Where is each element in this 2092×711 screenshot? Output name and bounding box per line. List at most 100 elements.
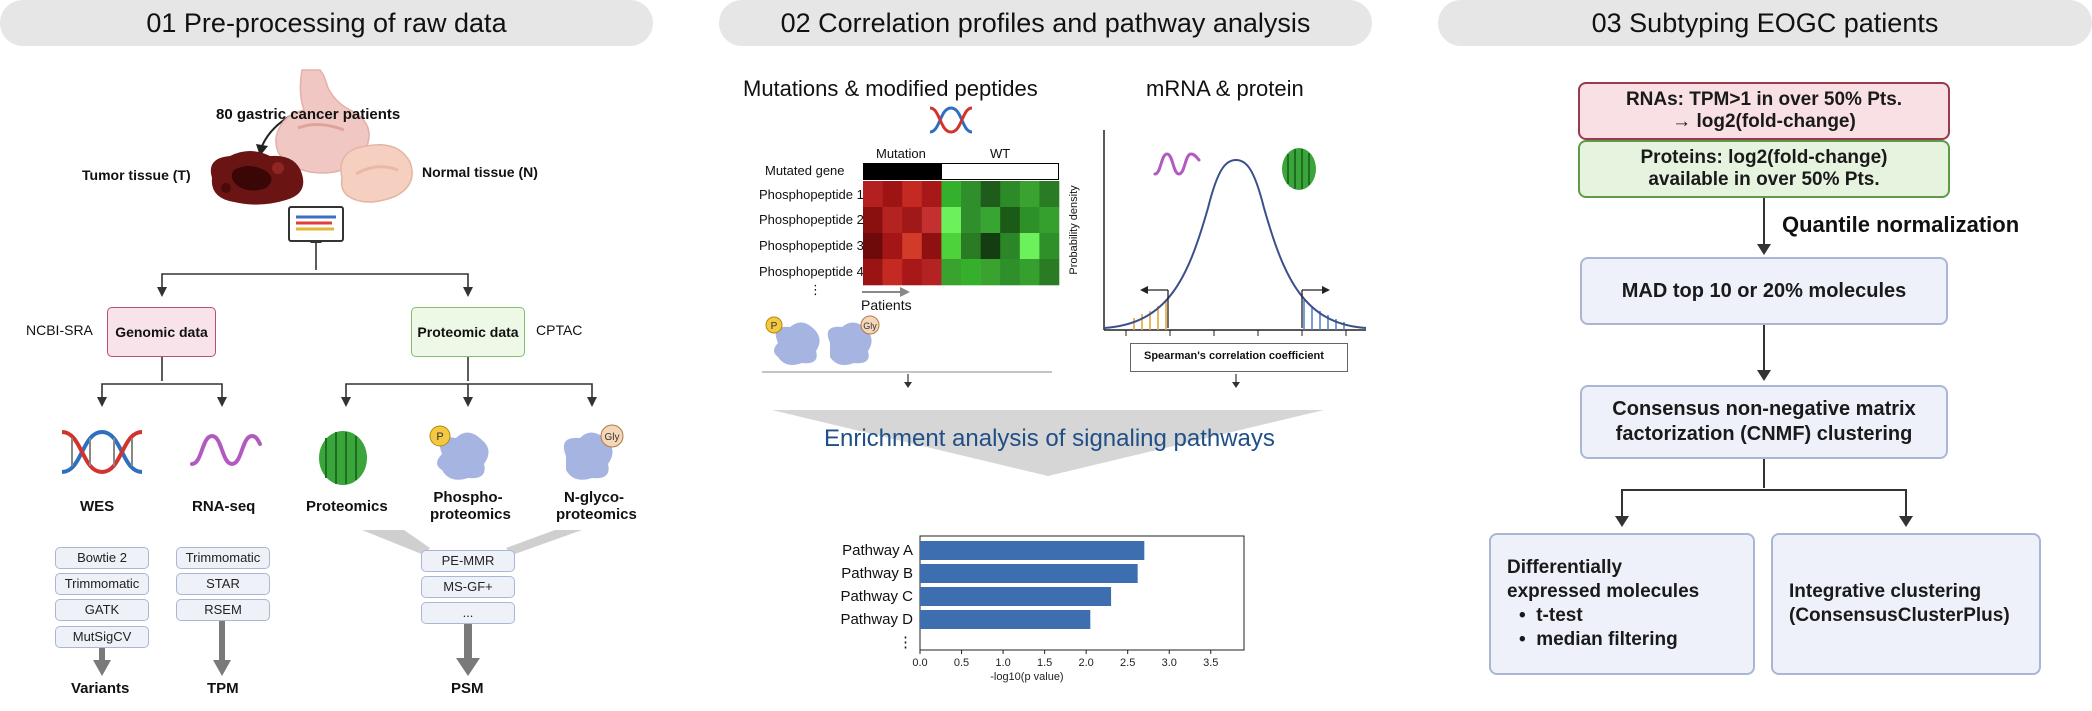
heatmap-cell <box>902 207 923 234</box>
heatmap-cell <box>1039 207 1060 234</box>
heatmap-cell <box>961 207 981 234</box>
heatmap-cell <box>902 181 923 208</box>
heatmap-cell <box>863 233 883 260</box>
category-label: Pathway D <box>840 611 913 628</box>
panel-3-title: 03 Subtyping EOGC patients <box>1438 0 2092 46</box>
peptide-label-more: ⋮ <box>809 282 822 297</box>
x-axis-label: -log10(p value) <box>990 671 1063 683</box>
bullet-ttest-text: t-test <box>1536 605 1583 626</box>
bullet-icon: • <box>1519 605 1526 626</box>
panel-1-title: 01 Pre-processing of raw data <box>0 0 653 46</box>
heatmap-cell <box>1019 259 1040 286</box>
svg-text:Gly: Gly <box>605 432 620 443</box>
heatmap-cell <box>1039 233 1060 260</box>
heatmap-cell <box>921 207 942 234</box>
output-variants: Variants <box>71 680 130 697</box>
heatmap-cell <box>961 259 981 286</box>
output-psm: PSM <box>451 680 484 697</box>
bullet-median-text: median filtering <box>1536 629 1678 650</box>
category-label: ⋮ <box>898 634 913 651</box>
rna-criteria-line-2: → log2(fold-change) <box>1672 111 1856 132</box>
bullet-icon: • <box>1519 629 1526 650</box>
source-cptac: CPTAC <box>536 322 583 338</box>
prot-tool-3: ... <box>421 602 515 624</box>
bullet-median-filtering: • median filtering <box>1491 628 1678 652</box>
ic-line-2: (ConsensusClusterPlus) <box>1789 605 2010 626</box>
svg-text:P: P <box>771 321 778 332</box>
glyco-protein-icon: Gly <box>563 424 624 480</box>
heatmap-cell <box>921 259 942 286</box>
proteomic-data-box: Proteomic data <box>411 307 525 357</box>
wes-tool-2: Trimmomatic <box>55 573 149 595</box>
heatmap-cell <box>882 233 903 260</box>
subtitle-mrna-protein: mRNA & protein <box>1146 76 1304 101</box>
enrichment-funnel <box>762 371 1324 476</box>
spearman-label: Spearman's correlation coefficient <box>1144 350 1324 362</box>
x-tick-label: 3.5 <box>1203 657 1218 669</box>
heatmap-cell <box>980 181 1001 208</box>
rna-tool-1: Trimmomatic <box>176 547 270 569</box>
phospho-protein-icon: P <box>429 425 489 480</box>
heatmap-cell <box>1039 181 1060 208</box>
correlation-heatmap <box>863 181 1060 286</box>
peptide-label-2: Phosphopeptide 2 <box>759 212 864 227</box>
heatmap-cell <box>980 233 1001 260</box>
wes-tool-3: GATK <box>55 599 149 621</box>
prob-density-label: Probability density <box>1068 185 1080 275</box>
peptide-label-3: Phosphopeptide 3 <box>759 238 864 253</box>
protein-criteria-box: Proteins: log2(fold-change) available in… <box>1578 140 1950 198</box>
heatmap-cell <box>980 259 1001 286</box>
prot-tool-1: PE-MMR <box>421 550 515 572</box>
heatmap-cell <box>1019 181 1040 208</box>
heatmap-cell <box>1000 207 1021 234</box>
wes-label: WES <box>80 498 115 515</box>
peptide-label-1: Phosphopeptide 1 <box>759 187 864 202</box>
category-label: Pathway C <box>840 588 913 605</box>
heatmap-cell <box>863 181 883 208</box>
mutated-gene-label: Mutated gene <box>765 163 845 178</box>
heatmap-cell <box>882 259 903 286</box>
tumor-tissue-label: Tumor tissue (T) <box>82 167 191 183</box>
bar <box>920 541 1145 560</box>
rna-criteria-box: RNAs: TPM>1 in over 50% Pts. → log2(fold… <box>1578 82 1950 140</box>
glyco-protein-icon: Gly <box>827 315 880 365</box>
wt-bar <box>941 163 1059 180</box>
x-tick-label: 2.5 <box>1120 657 1135 669</box>
tumor-tissue-icon <box>210 151 304 205</box>
heatmap-cell <box>941 181 962 208</box>
normal-tissue-label: Normal tissue (N) <box>422 164 538 180</box>
heatmap-cell <box>863 207 883 234</box>
heatmap-cell <box>1019 233 1040 260</box>
mutation-bar <box>863 163 943 180</box>
phosphoproteomics-label: Phospho-proteomics <box>430 489 511 523</box>
x-tick-label: 1.0 <box>995 657 1010 669</box>
prot-tool-2: MS-GF+ <box>421 576 515 598</box>
heatmap-cell <box>1000 259 1021 286</box>
dna-icon <box>929 106 973 134</box>
heatmap-cell <box>941 207 962 234</box>
subtitle-mutations-peptides: Mutations & modified peptides <box>743 76 1038 101</box>
heatmap-cell <box>941 259 962 286</box>
bar <box>920 564 1138 583</box>
green-protein-icon <box>1282 148 1316 190</box>
de-line-2: expressed molecules <box>1507 581 1700 602</box>
heatmap-cell <box>902 233 923 260</box>
category-label: Pathway B <box>841 565 913 582</box>
output-tpm: TPM <box>207 680 239 697</box>
heatmap-cell <box>921 233 942 260</box>
bullet-ttest: • t-test <box>1491 604 1583 628</box>
dna-icon <box>61 429 143 475</box>
category-label: Pathway A <box>842 542 913 559</box>
heatmap-cell <box>863 259 883 286</box>
enrichment-title: Enrichment analysis of signaling pathway… <box>824 425 1275 452</box>
heatmap-cell <box>882 207 903 234</box>
heatmap-cell <box>941 233 962 260</box>
rnaseq-label: RNA-seq <box>192 498 256 515</box>
patients-axis-label: Patients <box>861 297 912 313</box>
nglycoproteomics-label: N-glyco-proteomics <box>556 489 637 523</box>
svg-text:Gly: Gly <box>863 321 877 331</box>
genomic-data-box: Genomic data <box>107 307 216 357</box>
bar <box>920 610 1091 629</box>
heatmap-cell <box>961 233 981 260</box>
cnmf-line-1: Consensus non-negative matrix <box>1612 398 1916 420</box>
